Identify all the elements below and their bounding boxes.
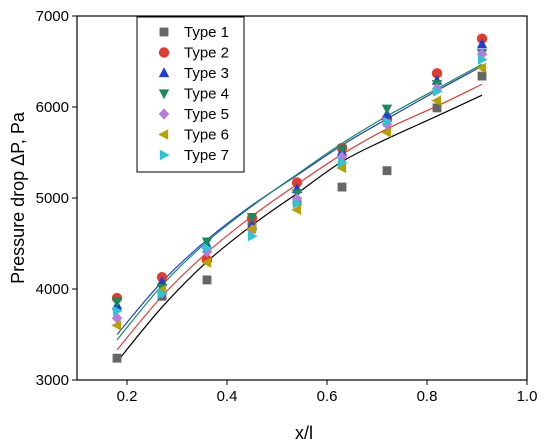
data-point	[432, 103, 442, 113]
y-tick-label: 5000	[36, 190, 69, 207]
legend-box	[136, 16, 245, 173]
data-point	[112, 305, 123, 317]
legend-item-type-5: Type 5	[158, 106, 229, 123]
data-point	[476, 38, 488, 49]
data-point	[111, 297, 123, 308]
legend-item-type-3: Type 3	[158, 65, 229, 82]
data-point	[111, 312, 123, 324]
legend-marker	[159, 149, 170, 161]
data-point	[201, 245, 213, 258]
x-tick-label: 0.6	[317, 388, 338, 405]
data-point	[337, 157, 348, 168]
data-point	[291, 177, 303, 188]
data-point	[111, 320, 122, 331]
data-point	[382, 116, 393, 127]
data-point	[477, 54, 488, 65]
y-tick-label: 6000	[36, 99, 69, 116]
legend-item-type-2: Type 2	[158, 45, 229, 62]
data-point	[431, 95, 442, 106]
data-point	[381, 127, 392, 138]
legend-item-type-6: Type 6	[158, 127, 229, 144]
legend-marker	[158, 47, 170, 58]
x-tick-label: 0.4	[217, 388, 238, 405]
data-point	[431, 68, 443, 79]
data-point	[382, 166, 392, 176]
legend-item-type-1: Type 1	[159, 24, 229, 41]
x-tick-label: 1.0	[517, 388, 538, 405]
data-point	[381, 104, 393, 115]
legend-label: Type 1	[184, 24, 229, 41]
y-tick-label: 7000	[36, 8, 69, 25]
data-point	[336, 144, 348, 155]
legend: Type 1 Type 2 Type 3 Type 4 Type 5 Type 6 Type…	[136, 16, 245, 173]
data-point	[336, 162, 347, 174]
series-type-7	[112, 54, 488, 317]
series-type-6	[111, 62, 487, 331]
data-point	[337, 182, 347, 192]
data-point	[201, 257, 212, 268]
x-tick-label: 0.8	[417, 388, 438, 405]
legend-label: Type 7	[184, 147, 229, 164]
fit-curve	[116, 65, 483, 335]
legend-marker	[158, 108, 170, 120]
data-point	[292, 198, 303, 209]
data-point	[432, 86, 443, 97]
legend-label: Type 4	[184, 86, 229, 103]
legend-label: Type 3	[184, 65, 229, 82]
y-tick-label: 4000	[36, 281, 69, 298]
y-axis-title: Pressure drop ΔP, Pa	[8, 111, 28, 284]
legend-marker	[158, 129, 169, 140]
data-point	[477, 71, 487, 81]
legend-item-type-4: Type 4	[158, 86, 229, 103]
data-point	[156, 276, 168, 286]
data-point	[202, 242, 213, 254]
legend-marker	[158, 67, 170, 78]
fit-curve	[116, 63, 483, 341]
data-point	[112, 353, 122, 363]
legend-label: Type 2	[184, 45, 229, 62]
legend-label: Type 5	[184, 106, 229, 123]
data-point	[291, 204, 302, 216]
x-tick-label: 0.2	[117, 388, 138, 405]
data-point	[246, 212, 258, 223]
data-point	[202, 275, 212, 285]
data-point	[157, 288, 168, 299]
y-axis-ticks: 3000 4000 5000 6000 7000	[36, 8, 77, 389]
legend-marker	[158, 89, 170, 100]
data-points-layer	[111, 33, 488, 363]
data-point	[246, 223, 257, 235]
data-point	[201, 237, 213, 248]
x-axis-title: x/l	[295, 423, 313, 443]
data-point	[247, 231, 258, 242]
legend-marker	[159, 27, 169, 37]
y-tick-label: 3000	[36, 372, 69, 389]
legend-item-type-7: Type 7	[159, 147, 229, 164]
legend-label: Type 6	[184, 127, 229, 144]
data-point	[476, 62, 487, 74]
x-axis-ticks: 0.2 0.4 0.6 0.8 1.0	[117, 380, 538, 405]
